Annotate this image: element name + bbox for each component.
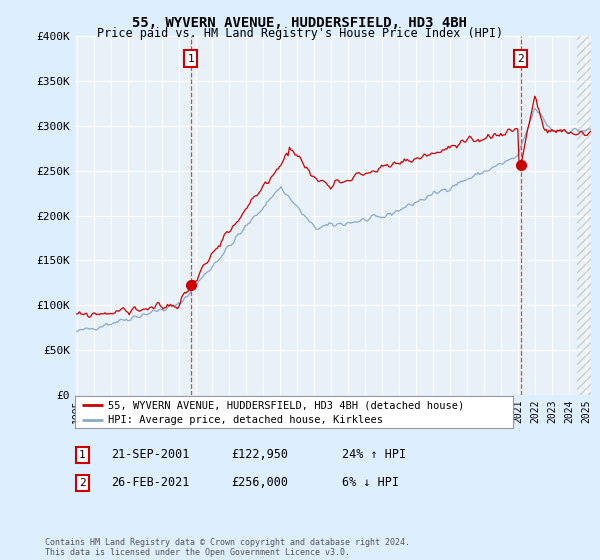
Text: Contains HM Land Registry data © Crown copyright and database right 2024.
This d: Contains HM Land Registry data © Crown c… [45,538,410,557]
Text: 1: 1 [79,450,86,460]
Text: 21-SEP-2001: 21-SEP-2001 [111,448,190,461]
Text: HPI: Average price, detached house, Kirklees: HPI: Average price, detached house, Kirk… [108,416,383,425]
Text: 24% ↑ HPI: 24% ↑ HPI [342,448,406,461]
Text: 55, WYVERN AVENUE, HUDDERSFIELD, HD3 4BH: 55, WYVERN AVENUE, HUDDERSFIELD, HD3 4BH [133,16,467,30]
Bar [577,18,595,395]
Bar [577,18,595,395]
Text: £122,950: £122,950 [231,448,288,461]
Text: £256,000: £256,000 [231,476,288,489]
Text: 1: 1 [187,54,194,64]
Text: 55, WYVERN AVENUE, HUDDERSFIELD, HD3 4BH (detached house): 55, WYVERN AVENUE, HUDDERSFIELD, HD3 4BH… [108,400,464,410]
Text: 6% ↓ HPI: 6% ↓ HPI [342,476,399,489]
Text: 26-FEB-2021: 26-FEB-2021 [111,476,190,489]
Text: 2: 2 [517,54,524,64]
Text: Price paid vs. HM Land Registry's House Price Index (HPI): Price paid vs. HM Land Registry's House … [97,27,503,40]
Text: 2: 2 [79,478,86,488]
